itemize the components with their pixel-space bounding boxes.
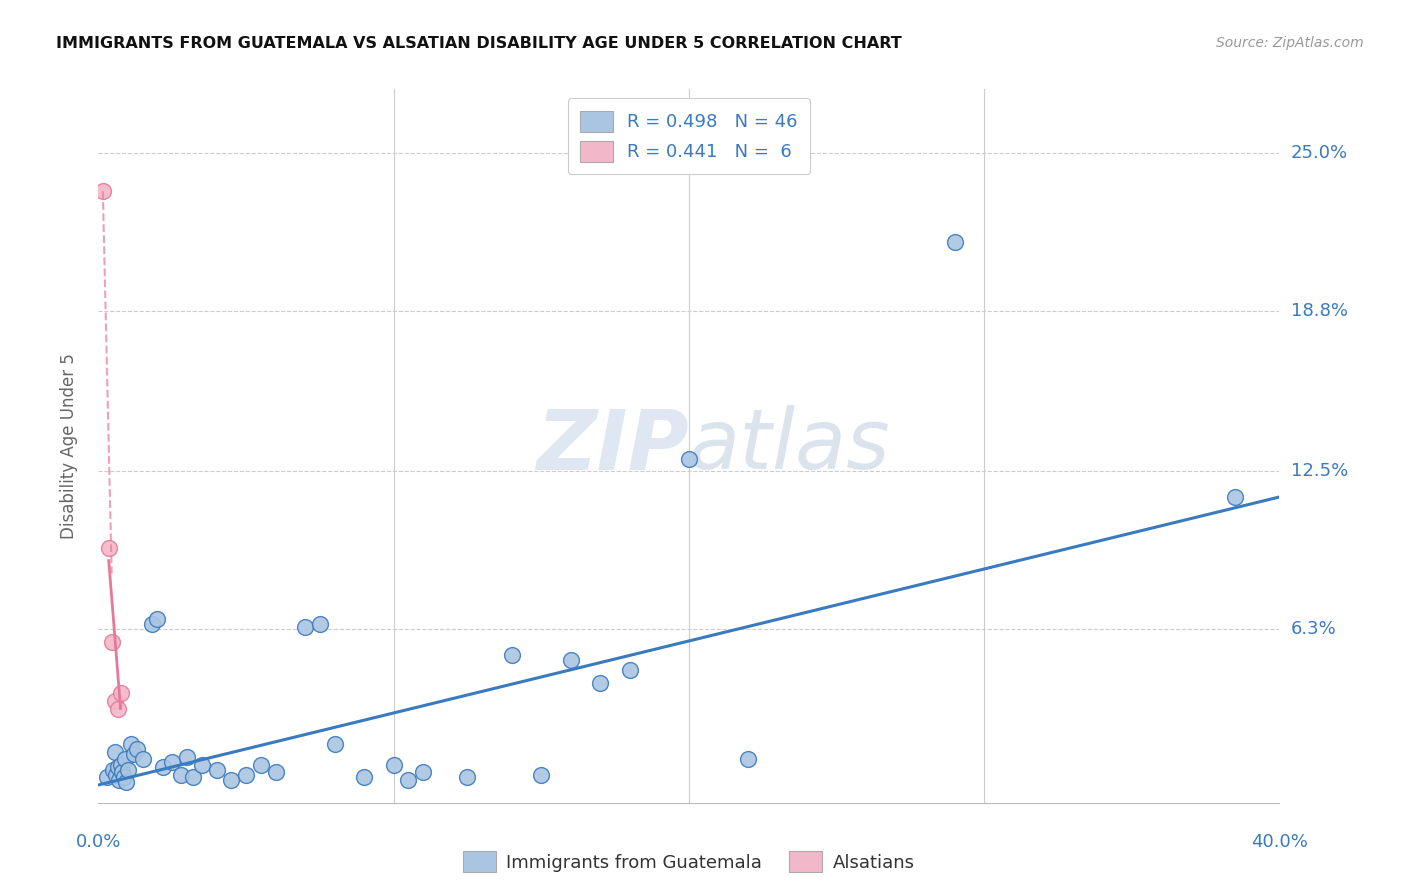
- Text: 40.0%: 40.0%: [1251, 833, 1308, 851]
- Legend: Immigrants from Guatemala, Alsatians: Immigrants from Guatemala, Alsatians: [456, 844, 922, 880]
- Point: [97, 541, 120, 555]
- Point: [115, 775, 138, 789]
- Point: [122, 747, 145, 762]
- Point: [120, 737, 142, 751]
- Text: ZIP: ZIP: [536, 406, 689, 486]
- Point: [96, 770, 118, 784]
- Point: [353, 770, 375, 784]
- Point: [100, 635, 122, 649]
- Point: [382, 757, 405, 772]
- Point: [191, 757, 214, 772]
- Point: [412, 765, 434, 780]
- Text: 6.3%: 6.3%: [1291, 621, 1336, 639]
- Point: [396, 772, 419, 787]
- Point: [103, 763, 125, 777]
- Point: [219, 772, 243, 787]
- Point: [250, 757, 273, 772]
- Point: [205, 763, 228, 777]
- Point: [560, 653, 582, 667]
- Point: [110, 686, 132, 700]
- Y-axis label: Disability Age Under 5: Disability Age Under 5: [59, 353, 77, 539]
- Point: [589, 676, 612, 690]
- Point: [141, 617, 163, 632]
- Text: atlas: atlas: [689, 406, 890, 486]
- Point: [181, 770, 204, 784]
- Point: [619, 663, 641, 677]
- Point: [125, 742, 148, 756]
- Point: [294, 620, 316, 634]
- Point: [152, 760, 174, 774]
- Point: [110, 757, 132, 772]
- Point: [501, 648, 523, 662]
- Point: [943, 235, 966, 249]
- Point: [132, 752, 155, 766]
- Point: [91, 184, 114, 198]
- Point: [107, 760, 129, 774]
- Point: [112, 770, 135, 784]
- Point: [111, 765, 134, 780]
- Point: [162, 755, 183, 769]
- Point: [456, 770, 478, 784]
- Point: [104, 745, 127, 759]
- Point: [176, 750, 198, 764]
- Point: [678, 451, 700, 466]
- Point: [104, 694, 127, 708]
- Point: [108, 772, 131, 787]
- Point: [170, 768, 193, 782]
- Point: [264, 765, 287, 780]
- Point: [107, 701, 129, 715]
- Text: 18.8%: 18.8%: [1291, 301, 1347, 320]
- Point: [146, 612, 169, 626]
- Text: IMMIGRANTS FROM GUATEMALA VS ALSATIAN DISABILITY AGE UNDER 5 CORRELATION CHART: IMMIGRANTS FROM GUATEMALA VS ALSATIAN DI…: [56, 36, 903, 51]
- Text: 0.0%: 0.0%: [76, 833, 121, 851]
- Point: [114, 752, 136, 766]
- Point: [737, 752, 759, 766]
- Point: [235, 768, 257, 782]
- Point: [117, 763, 139, 777]
- Text: Source: ZipAtlas.com: Source: ZipAtlas.com: [1216, 36, 1364, 50]
- Text: 12.5%: 12.5%: [1291, 462, 1348, 481]
- Point: [1223, 490, 1246, 504]
- Point: [530, 768, 553, 782]
- Point: [309, 617, 332, 632]
- Point: [323, 737, 346, 751]
- Text: 25.0%: 25.0%: [1291, 144, 1348, 162]
- Point: [105, 768, 128, 782]
